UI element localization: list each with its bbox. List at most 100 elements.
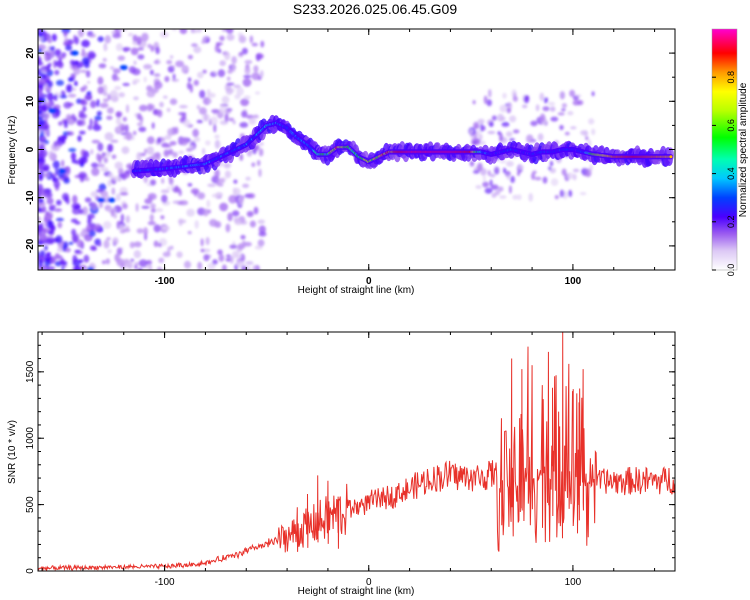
spectrogram-ridge [130, 114, 674, 179]
noise-blob [189, 83, 193, 93]
noise-blob [161, 225, 170, 231]
noise-blob [157, 109, 163, 118]
noise-blob [169, 98, 178, 105]
noise-blob [91, 139, 100, 144]
noise-blob [509, 138, 515, 142]
noise-blob [564, 131, 570, 136]
noise-blob [40, 136, 46, 142]
noise-blob [150, 203, 156, 210]
noise-blob [70, 73, 76, 79]
noise-blob [38, 188, 47, 197]
noise-blob [75, 60, 79, 64]
noise-blob [207, 183, 217, 187]
noise-blob [526, 134, 534, 143]
noise-blob [572, 95, 580, 101]
noise-blob [244, 60, 253, 64]
noise-blob [117, 55, 126, 61]
noise-blob [97, 76, 104, 85]
snr-x-tick-label: 100 [565, 577, 582, 588]
noise-blob [172, 187, 181, 193]
noise-blob [186, 208, 195, 217]
noise-blob [201, 40, 205, 44]
noise-blob [512, 96, 519, 102]
noise-blob [38, 207, 42, 213]
noise-blob [109, 66, 115, 70]
noise-blob [561, 168, 567, 176]
noise-blob [88, 33, 97, 38]
noise-blob [532, 170, 537, 174]
colorbar-tick-label: 0.8 [726, 71, 736, 84]
noise-blob [83, 150, 90, 158]
noise-blob [71, 87, 77, 92]
noise-blob [487, 170, 491, 176]
noise-blob [54, 49, 62, 57]
noise-blob [111, 187, 116, 195]
noise-blob [124, 169, 133, 175]
noise-blob [136, 152, 142, 161]
noise-blob [41, 206, 47, 212]
noise-blob [200, 248, 205, 253]
noise-blob [491, 115, 497, 121]
noise-blob [172, 200, 180, 204]
noise-blob [125, 215, 130, 224]
noise-blob [169, 141, 177, 146]
noise-blob [490, 184, 499, 190]
noise-blob [73, 204, 81, 210]
noise-blob [494, 189, 501, 196]
noise-blob [38, 37, 44, 41]
noise-blob [88, 229, 96, 237]
noise-blob [147, 221, 156, 226]
noise-blob [112, 68, 121, 74]
noise-blob [91, 167, 100, 176]
noise-blob [98, 201, 103, 209]
noise-blob [129, 241, 135, 249]
noise-blob [133, 130, 137, 136]
noise-blob [102, 221, 112, 230]
noise-blob [206, 199, 211, 208]
noise-blob [487, 130, 496, 135]
noise-blob [59, 260, 65, 265]
noise-blob [214, 224, 221, 228]
noise-blob [567, 111, 574, 116]
noise-blob [98, 63, 107, 69]
noise-blob [80, 99, 88, 106]
noise-blob [159, 101, 164, 108]
noise-blob [192, 128, 199, 138]
noise-blob [114, 161, 123, 170]
noise-blob [74, 159, 83, 165]
noise-blob [125, 131, 133, 141]
noise-blob [38, 62, 44, 66]
noise-blob [115, 43, 123, 52]
noise-blob [63, 31, 68, 37]
noise-blob [57, 221, 63, 229]
noise-blob [122, 47, 129, 52]
noise-blob [171, 78, 180, 82]
noise-blob [120, 213, 125, 222]
noise-blob [144, 198, 153, 205]
noise-blob [572, 168, 580, 173]
noise-blob [137, 54, 145, 60]
noise-blob [559, 124, 564, 131]
noise-blob [104, 132, 114, 141]
noise-blob [559, 90, 566, 100]
noise-blob [51, 33, 57, 42]
noise-blob [61, 52, 67, 58]
noise-blob [548, 101, 556, 106]
noise-blob [499, 104, 508, 113]
noise-blob [241, 265, 247, 270]
noise-blob [236, 87, 244, 96]
noise-blob [45, 237, 53, 245]
noise-blob [187, 231, 192, 235]
noise-blob [106, 107, 114, 114]
noise-blob [202, 69, 207, 74]
noise-blob [191, 43, 198, 47]
noise-blob [259, 142, 264, 146]
noise-blob [153, 240, 159, 248]
noise-blob [187, 77, 192, 83]
colorbar-tick-label: 0.4 [726, 167, 736, 180]
noise-blob [115, 193, 121, 202]
noise-blob [248, 117, 257, 125]
noise-blob [39, 72, 47, 79]
noise-blob [100, 167, 109, 172]
noise-blob [260, 40, 265, 48]
